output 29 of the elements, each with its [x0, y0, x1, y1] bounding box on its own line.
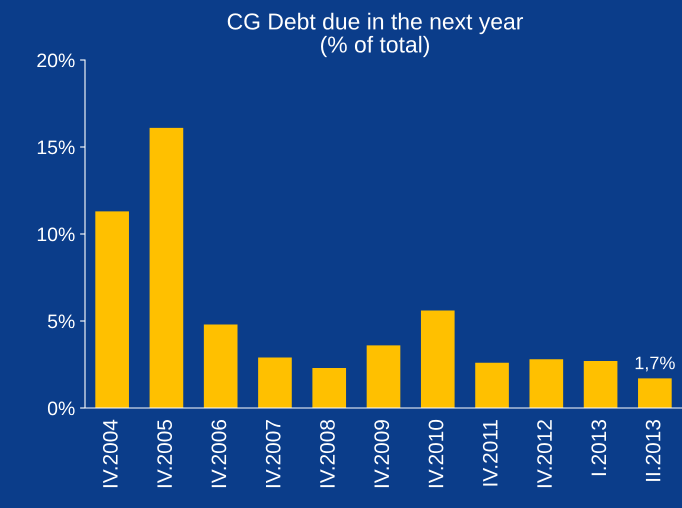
- y-tick-label: 15%: [38, 140, 75, 154]
- bar: [258, 358, 292, 408]
- x-tick-label: IV.2005: [157, 420, 172, 488]
- bar: [529, 359, 564, 408]
- bar: [204, 324, 238, 408]
- y-tick-label: 0%: [48, 401, 75, 416]
- bar: [366, 345, 400, 408]
- x-tick-label: IV.2007: [266, 420, 281, 488]
- chart-title: CG Debt due in the next year (% of total): [228, 12, 524, 58]
- x-tick-label: I.2013: [591, 420, 606, 476]
- bar: [150, 128, 184, 408]
- bar: [420, 310, 455, 408]
- x-tick-label: IV.2012: [537, 420, 552, 488]
- x-tick-label: IV.2009: [374, 420, 390, 488]
- bar: [95, 211, 129, 408]
- x-tick-label: II.2013: [646, 420, 660, 481]
- y-tick-label: 5%: [48, 314, 75, 328]
- x-tick-label: IV.2010: [428, 420, 444, 488]
- bar: [312, 368, 346, 408]
- y-tick-label: 20%: [37, 53, 75, 68]
- bar: [584, 361, 618, 408]
- data-label: 1,7%: [636, 356, 675, 372]
- bar: [475, 362, 509, 408]
- x-tick-label: IV.2006: [212, 420, 226, 488]
- x-tick-label: IV.2011: [482, 420, 498, 486]
- x-tick-label: IV.2008: [320, 420, 335, 488]
- y-tick-label: 10%: [38, 227, 75, 242]
- bar: [638, 378, 672, 408]
- x-tick-label: IV.2004: [102, 420, 118, 488]
